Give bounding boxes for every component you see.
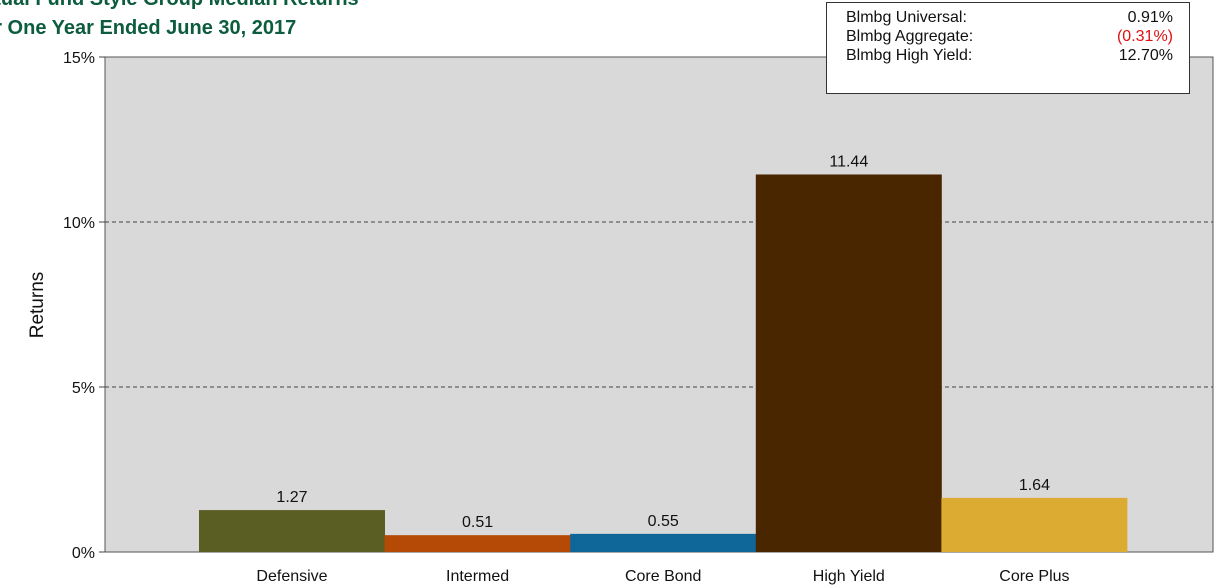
benchmark-row: Blmbg High Yield: 12.70% xyxy=(846,46,1173,65)
x-category-label: High Yield xyxy=(813,568,885,585)
bar-value-label: 1.64 xyxy=(1019,477,1050,494)
bar xyxy=(755,174,942,553)
benchmark-row: Blmbg Aggregate: (0.31%) xyxy=(846,27,1173,46)
x-category-label: Intermed xyxy=(446,568,509,585)
y-tick-label: 5% xyxy=(72,380,95,397)
benchmark-label: Blmbg High Yield: xyxy=(846,47,973,64)
y-axis-label: Returns xyxy=(27,272,48,339)
bar-value-label: 11.44 xyxy=(829,153,868,170)
benchmark-value: 0.91% xyxy=(1127,9,1173,26)
benchmark-label: Blmbg Universal: xyxy=(846,9,967,26)
bar xyxy=(570,533,757,552)
bar-value-label: 0.55 xyxy=(648,513,679,530)
bar xyxy=(384,535,571,552)
x-category-label: Core Plus xyxy=(999,568,1069,585)
benchmark-legend: Blmbg Universal: 0.91% Blmbg Aggregate: … xyxy=(826,2,1190,94)
y-tick-label: 10% xyxy=(63,215,95,232)
chart-title-line1: utual Fund Style Group Median Returns xyxy=(0,0,359,11)
bar xyxy=(199,510,385,552)
bar-value-label: 0.51 xyxy=(462,514,493,531)
benchmark-row: Blmbg Universal: 0.91% xyxy=(846,8,1173,27)
y-tick-label: 15% xyxy=(63,50,95,67)
chart-title-line2: or One Year Ended June 30, 2017 xyxy=(0,17,297,39)
y-tick-label: 0% xyxy=(72,545,95,562)
bar xyxy=(941,497,1128,552)
benchmark-label: Blmbg Aggregate: xyxy=(846,28,974,45)
plot-area xyxy=(104,56,1214,553)
x-category-label: Core Bond xyxy=(625,568,702,585)
bar-value-label: 1.27 xyxy=(276,489,307,506)
benchmark-value: (0.31%) xyxy=(1116,28,1173,45)
benchmark-value: 12.70% xyxy=(1118,47,1173,64)
x-category-label: Defensive xyxy=(256,568,327,585)
